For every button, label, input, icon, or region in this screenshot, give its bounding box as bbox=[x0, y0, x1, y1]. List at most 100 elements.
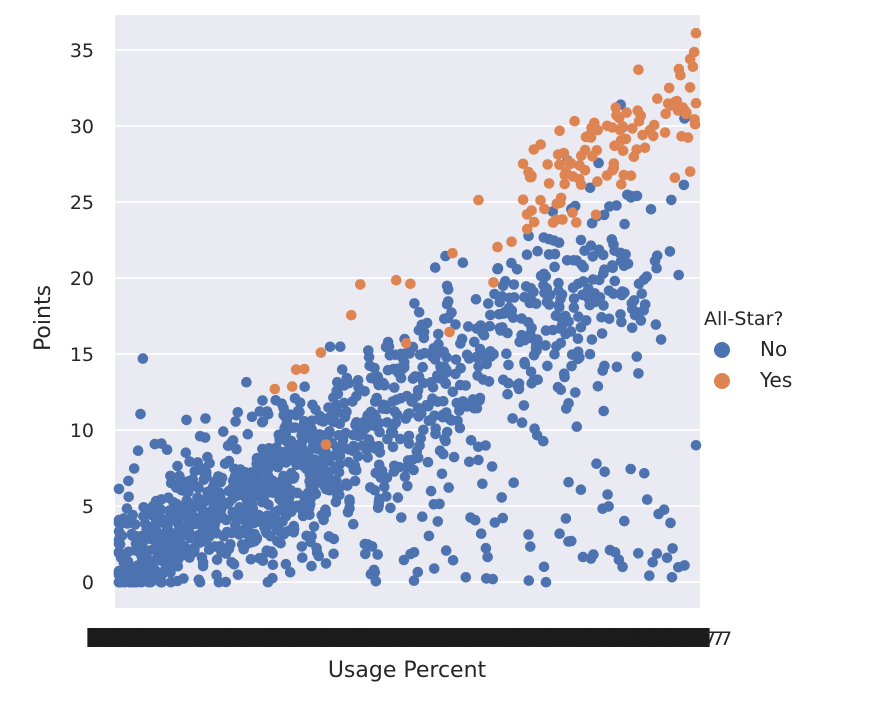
point-no bbox=[352, 450, 364, 462]
point-no bbox=[387, 441, 399, 453]
point-no bbox=[403, 408, 414, 420]
point-no bbox=[341, 372, 353, 384]
point-yes bbox=[473, 194, 484, 206]
point-no bbox=[475, 528, 487, 539]
point-yes bbox=[390, 274, 402, 286]
point-no bbox=[371, 392, 383, 404]
point-no bbox=[531, 339, 542, 350]
point-no bbox=[242, 428, 254, 440]
point-no bbox=[306, 423, 318, 435]
point-no bbox=[521, 249, 533, 260]
point-no bbox=[443, 482, 455, 493]
series-no-points bbox=[113, 99, 702, 588]
point-yes bbox=[690, 27, 702, 39]
point-no bbox=[260, 447, 272, 459]
point-no bbox=[359, 416, 370, 428]
point-no bbox=[320, 414, 332, 425]
point-no bbox=[132, 445, 144, 457]
point-no bbox=[320, 558, 332, 569]
point-no bbox=[433, 328, 444, 340]
point-no bbox=[142, 505, 153, 516]
point-no bbox=[202, 486, 213, 498]
point-no bbox=[447, 386, 459, 398]
point-no bbox=[571, 421, 583, 433]
x-tick-label-tail-0: 7 bbox=[704, 628, 716, 650]
point-no bbox=[128, 463, 140, 474]
point-no bbox=[611, 361, 623, 373]
point-yes bbox=[286, 381, 298, 392]
point-no bbox=[299, 381, 311, 393]
point-no bbox=[138, 546, 150, 558]
point-yes bbox=[669, 172, 681, 183]
point-no bbox=[308, 459, 320, 470]
point-no bbox=[369, 362, 380, 374]
point-yes bbox=[517, 194, 529, 205]
point-yes bbox=[346, 309, 357, 321]
point-no bbox=[366, 541, 378, 552]
point-no bbox=[164, 505, 175, 516]
point-no bbox=[434, 498, 445, 510]
point-yes bbox=[563, 156, 574, 167]
point-yes bbox=[684, 82, 696, 93]
point-no bbox=[524, 328, 536, 340]
point-no bbox=[541, 283, 553, 294]
point-no bbox=[215, 505, 227, 517]
point-yes bbox=[559, 178, 570, 190]
point-no bbox=[506, 257, 517, 269]
point-no bbox=[196, 465, 208, 476]
point-no bbox=[611, 200, 622, 211]
point-no bbox=[392, 492, 404, 503]
point-yes bbox=[590, 209, 602, 221]
legend-marker-no bbox=[714, 342, 730, 358]
point-no bbox=[123, 475, 134, 487]
point-no bbox=[366, 439, 377, 451]
point-no bbox=[528, 374, 540, 386]
point-no bbox=[653, 508, 664, 520]
point-no bbox=[597, 249, 609, 261]
point-no bbox=[428, 563, 440, 574]
point-yes bbox=[554, 159, 565, 170]
point-no bbox=[316, 471, 328, 482]
point-no bbox=[594, 292, 606, 303]
point-no bbox=[661, 552, 673, 564]
point-no bbox=[525, 283, 537, 294]
point-no bbox=[421, 399, 432, 411]
point-yes bbox=[320, 439, 332, 450]
point-yes bbox=[601, 120, 613, 132]
y-tick-label-15: 15 bbox=[70, 344, 94, 366]
point-no bbox=[258, 479, 269, 490]
point-no bbox=[549, 349, 560, 360]
point-yes bbox=[627, 123, 638, 134]
point-yes bbox=[660, 108, 671, 120]
point-no bbox=[501, 348, 512, 360]
point-no bbox=[418, 424, 429, 436]
point-no bbox=[422, 456, 434, 468]
point-no bbox=[305, 433, 317, 444]
point-no bbox=[412, 566, 424, 578]
point-no bbox=[473, 361, 484, 372]
x-axis-label: Usage Percent bbox=[328, 658, 487, 683]
point-no bbox=[544, 299, 555, 310]
point-yes bbox=[592, 124, 603, 136]
point-no bbox=[279, 527, 291, 538]
point-no bbox=[385, 502, 396, 514]
point-no bbox=[408, 393, 419, 405]
point-no bbox=[441, 426, 453, 438]
point-no bbox=[492, 263, 503, 275]
point-yes bbox=[521, 223, 533, 235]
point-yes bbox=[290, 364, 302, 375]
point-no bbox=[189, 544, 200, 555]
point-no bbox=[638, 274, 650, 285]
point-no bbox=[324, 485, 335, 496]
point-no bbox=[332, 400, 343, 411]
point-no bbox=[430, 428, 441, 440]
point-no bbox=[593, 157, 604, 169]
point-no bbox=[241, 376, 252, 388]
point-no bbox=[438, 346, 450, 358]
point-no bbox=[181, 414, 192, 426]
point-no bbox=[625, 192, 637, 203]
point-no bbox=[563, 476, 574, 488]
point-no bbox=[220, 514, 232, 526]
point-no bbox=[617, 561, 628, 573]
point-no bbox=[174, 520, 185, 532]
